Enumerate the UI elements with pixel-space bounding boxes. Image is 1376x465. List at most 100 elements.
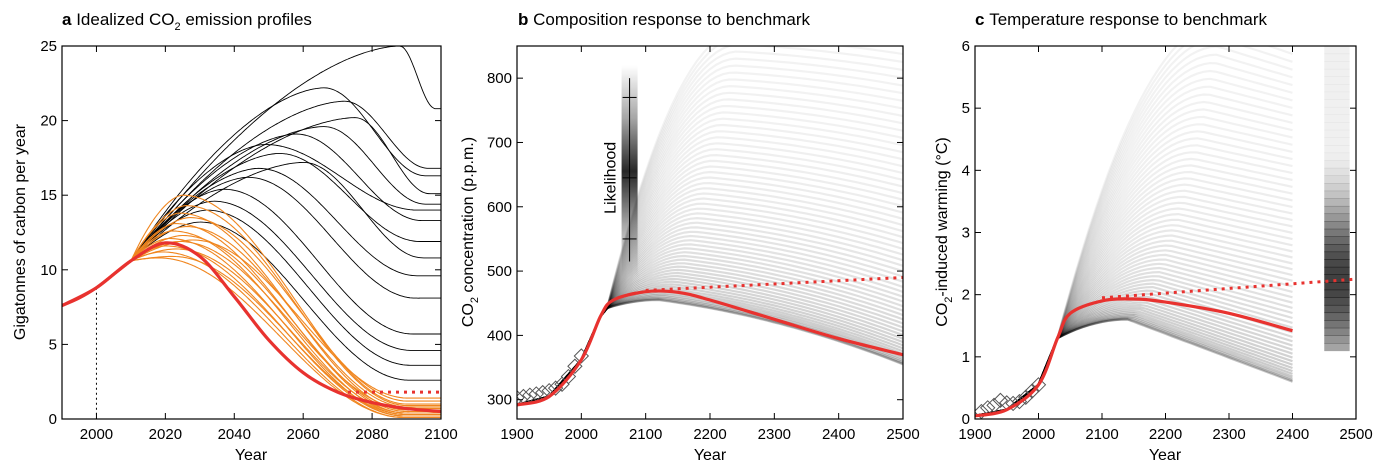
a-y-tick-label-4: 20 bbox=[40, 113, 57, 130]
orange-profile-15 bbox=[130, 257, 441, 419]
black-profile-8 bbox=[130, 161, 441, 262]
b-y-tick-label-2: 500 bbox=[487, 263, 512, 280]
b-y-tick-label-5: 800 bbox=[487, 70, 512, 87]
orange-profile-1 bbox=[130, 205, 441, 407]
benchmark-line bbox=[975, 297, 1293, 418]
c-x-tick-label-5: 2400 bbox=[1276, 426, 1309, 443]
c-x-tick-label-1: 2000 bbox=[1022, 426, 1055, 443]
panel-c-x-axis-label: Year bbox=[1149, 447, 1182, 464]
equilibrium-band-27 bbox=[1324, 137, 1350, 146]
equilibrium-band-10 bbox=[1324, 266, 1350, 275]
b-y-tick-label-0: 300 bbox=[487, 392, 512, 409]
panel-a-x-axis-label: Year bbox=[235, 447, 268, 464]
b-x-tick-label-3: 2200 bbox=[693, 426, 726, 443]
equilibrium-band-37 bbox=[1324, 61, 1350, 70]
equilibrium-band-14 bbox=[1324, 236, 1350, 245]
a-y-tick-label-1: 5 bbox=[49, 336, 57, 353]
a-x-tick-label-2: 2040 bbox=[218, 426, 251, 443]
panel-a-plot-area: 2000 2020 2040 2060 2080 2100 0 5 10 15 20 25 bbox=[40, 38, 457, 443]
orange-profile-12 bbox=[130, 251, 441, 419]
panel-b: b Composition response to benchmark Like… bbox=[460, 10, 920, 464]
panel-a: a Idealized CO2 emission profiles 2000 20… bbox=[12, 10, 458, 464]
b-x-tick-label-0: 1900 bbox=[500, 426, 533, 443]
b-y-tick-label-4: 700 bbox=[487, 134, 512, 151]
observation-0 bbox=[517, 390, 525, 406]
equilibrium-band-5 bbox=[1324, 304, 1350, 314]
benchmark-dotted-line bbox=[645, 276, 903, 292]
equilibrium-band-9 bbox=[1324, 274, 1350, 283]
equilibrium-band-21 bbox=[1324, 183, 1350, 192]
a-x-tick-label-5: 2100 bbox=[424, 426, 457, 443]
equilibrium-band-29 bbox=[1324, 122, 1350, 131]
ensemble-trace-3 bbox=[517, 296, 903, 406]
equilibrium-band-33 bbox=[1324, 91, 1350, 100]
c-y-tick-label-6: 6 bbox=[962, 38, 970, 55]
equilibrium-band-24 bbox=[1324, 160, 1350, 169]
black-profile-3 bbox=[130, 117, 441, 262]
b-frame bbox=[516, 45, 904, 420]
black-profile-7 bbox=[130, 152, 441, 262]
c-y-tick-label-0: 0 bbox=[962, 411, 970, 428]
c-y-tick-label-4: 4 bbox=[962, 162, 970, 179]
black-profile-4 bbox=[130, 126, 441, 262]
equilibrium-band-32 bbox=[1324, 99, 1350, 108]
black-profile-10 bbox=[130, 176, 441, 299]
a-x-tick-label-1: 2020 bbox=[149, 426, 182, 443]
c-x-tick-label-2: 2100 bbox=[1085, 426, 1118, 443]
equilibrium-band-23 bbox=[1324, 167, 1350, 176]
equilibrium-band-39 bbox=[1324, 46, 1350, 55]
ensemble-trace-21 bbox=[517, 247, 903, 406]
a-y-tick-label-0: 0 bbox=[49, 411, 57, 428]
equilibrium-band-1 bbox=[1324, 335, 1350, 344]
panel-b-x-axis-label: Year bbox=[694, 447, 727, 464]
panel-c-title: c Temperature response to benchmark bbox=[975, 10, 1267, 29]
equilibrium-band-26 bbox=[1324, 145, 1350, 154]
orange-profile-8 bbox=[130, 237, 441, 417]
a-frame bbox=[61, 45, 442, 420]
b-y-tick-label-1: 400 bbox=[487, 327, 512, 344]
likelihood-label: Likelihood bbox=[603, 142, 620, 214]
b-y-tick-label-3: 600 bbox=[487, 199, 512, 216]
c-x-tick-label-4: 2300 bbox=[1212, 426, 1245, 443]
panel-c-plot-area: 1900 2000 2100 2200 2300 2400 2500 0 1 2 3 4 5 6 bbox=[958, 38, 1372, 443]
orange-profile-6 bbox=[130, 230, 441, 416]
equilibrium-band-20 bbox=[1324, 190, 1350, 199]
b-x-tick-label-4: 2300 bbox=[758, 426, 791, 443]
orange-profile-13 bbox=[130, 239, 441, 399]
equilibrium-band-35 bbox=[1324, 76, 1350, 85]
benchmark-dotted-line bbox=[1101, 277, 1356, 300]
equilibrium-band-13 bbox=[1324, 244, 1350, 253]
panel-b-title: b Composition response to benchmark bbox=[518, 10, 810, 29]
a-x-tick-label-0: 2000 bbox=[80, 426, 113, 443]
equilibrium-band-4 bbox=[1324, 312, 1350, 321]
equilibrium-band-15 bbox=[1324, 228, 1350, 237]
benchmark-line bbox=[62, 241, 441, 414]
black-profile-13 bbox=[130, 209, 441, 366]
panel-c-y-axis-label: CO2-induced warming (°C) bbox=[934, 137, 955, 326]
equilibrium-band-12 bbox=[1324, 251, 1350, 260]
c-x-tick-label-6: 2500 bbox=[1339, 426, 1372, 443]
c-x-tick-label-3: 2200 bbox=[1149, 426, 1182, 443]
ensemble-trace-6 bbox=[517, 291, 903, 406]
equilibrium-band-3 bbox=[1324, 320, 1350, 329]
orange-profile-7 bbox=[130, 234, 441, 413]
black-profile-11 bbox=[130, 188, 441, 335]
panel-a-title: a Idealized CO2 emission profiles bbox=[62, 10, 312, 33]
equilibrium-band-36 bbox=[1324, 68, 1350, 77]
equilibrium-band-18 bbox=[1324, 205, 1350, 215]
a-y-tick-label-5: 25 bbox=[40, 38, 57, 55]
clip-c-content bbox=[975, 46, 1356, 419]
equilibrium-band-28 bbox=[1324, 129, 1350, 138]
a-x-tick-label-4: 2080 bbox=[355, 426, 388, 443]
black-profile-12 bbox=[130, 200, 441, 351]
b-x-tick-label-1: 2000 bbox=[565, 426, 598, 443]
c-x-tick-label-0: 1900 bbox=[958, 426, 991, 443]
panel-c: c Temperature response to benchmark 1900… bbox=[934, 10, 1373, 464]
orange-profile-3 bbox=[130, 217, 441, 402]
clip-b-content bbox=[517, 46, 903, 407]
equilibrium-band-17 bbox=[1324, 213, 1350, 222]
a-y-tick-label-2: 10 bbox=[40, 262, 57, 279]
equilibrium-band-8 bbox=[1324, 282, 1350, 291]
black-profile-5 bbox=[130, 133, 441, 262]
c-y-tick-label-3: 3 bbox=[962, 225, 970, 242]
